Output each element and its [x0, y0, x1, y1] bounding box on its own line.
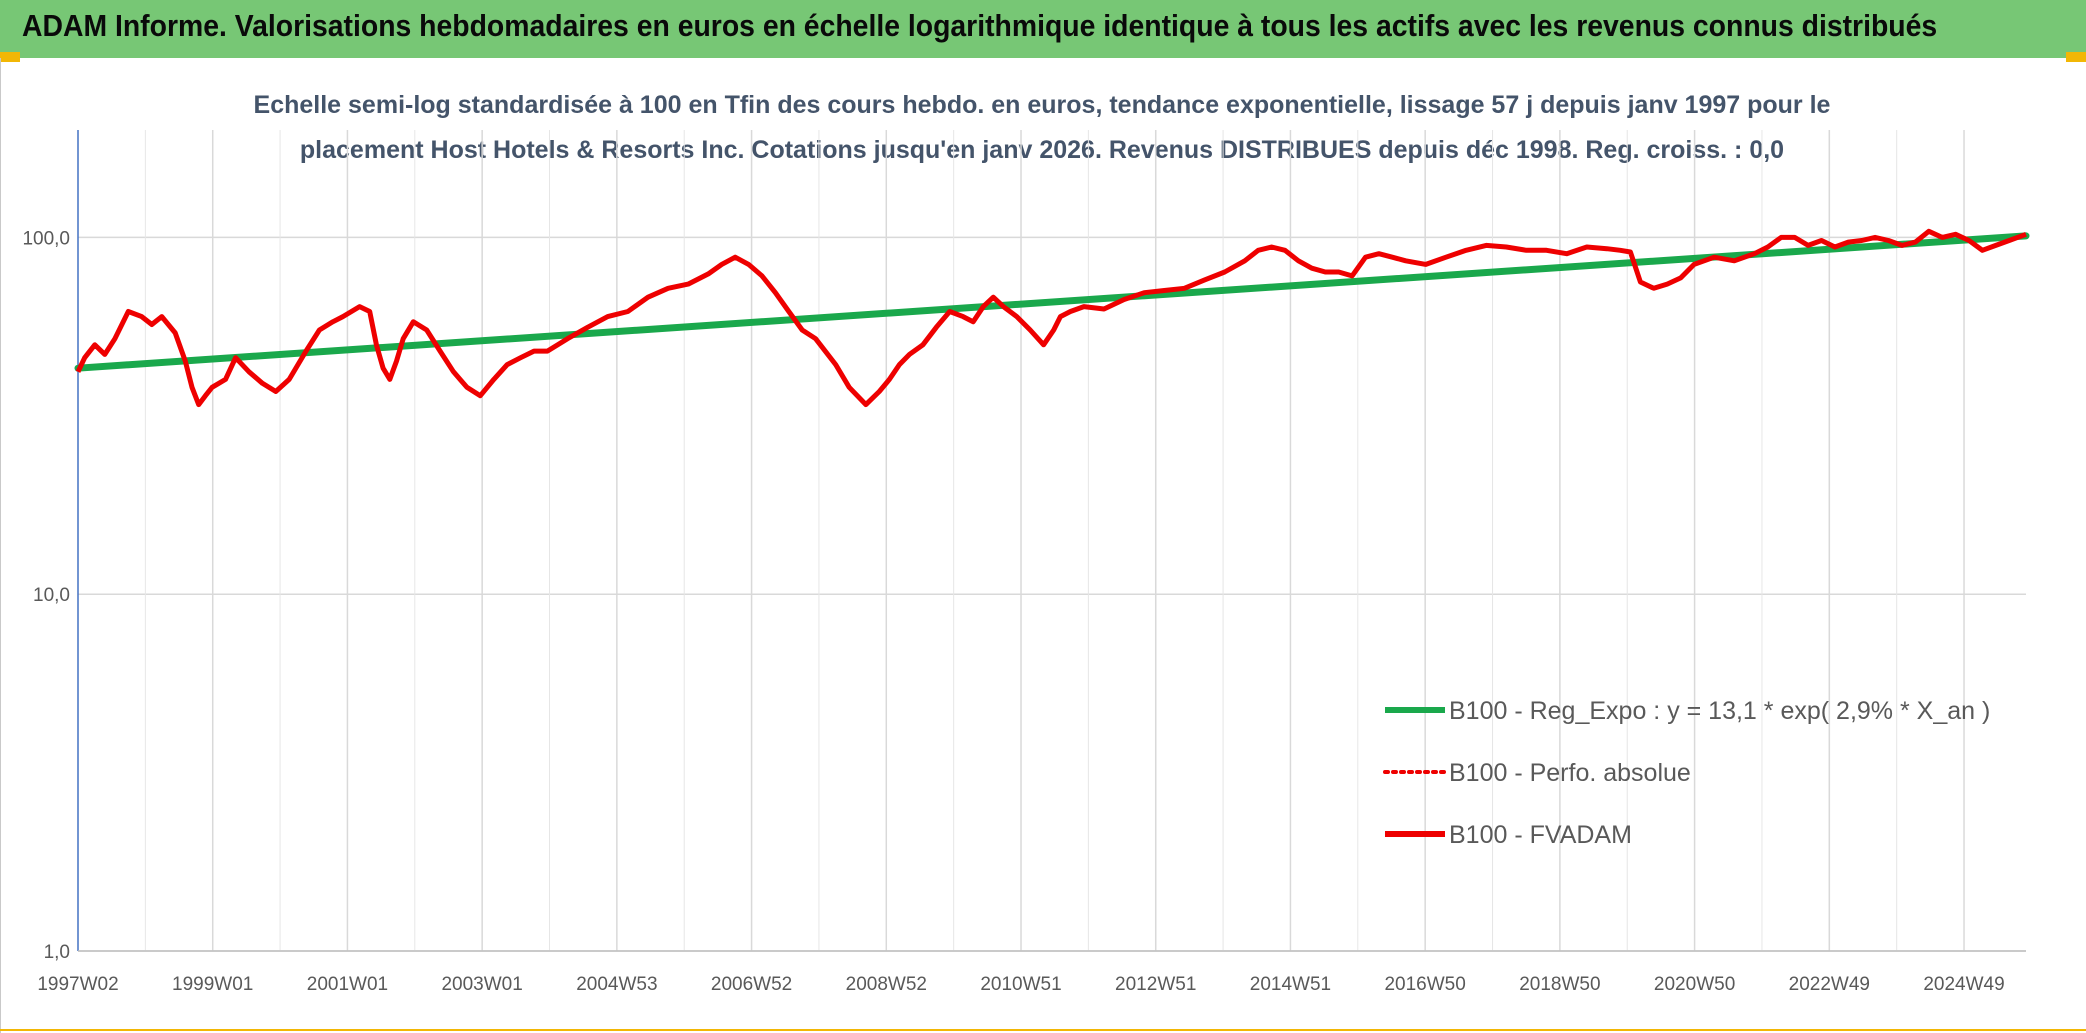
x-tick-label: 2014W51: [1250, 974, 1331, 995]
report-title: ADAM Informe. Valorisations hebdomadaire…: [22, 8, 1938, 43]
x-tick-label: 2010W51: [980, 974, 1061, 995]
bottom-rule: [0, 1029, 2086, 1031]
y-tick-label: 10,0: [33, 585, 70, 606]
series-reg-expo-line: [74, 232, 2030, 372]
corner-mark-left: [0, 52, 20, 62]
x-tick-label: 1997W02: [37, 974, 118, 995]
x-tick-label: 2008W52: [846, 974, 927, 995]
x-tick-label: 2001W01: [307, 974, 388, 995]
report-banner: ADAM Informe. Valorisations hebdomadaire…: [0, 0, 2086, 58]
grid: [78, 130, 2026, 952]
x-tick-label: 2012W51: [1115, 974, 1196, 995]
x-tick-label: 2018W50: [1519, 974, 1600, 995]
x-tick-label: 2016W50: [1384, 974, 1465, 995]
legend: B100 - Reg_Expo : y = 13,1 * exp( 2,9% *…: [1383, 697, 1990, 849]
legend-label: B100 - Perfo. absolue: [1449, 759, 1691, 787]
series-lines: [74, 228, 2030, 408]
x-tick-label: 2004W53: [576, 974, 657, 995]
axes: 1,0 10,0 100,0 1997W02 1999W01 2001W01 2003W01…: [22, 130, 2026, 995]
x-tick-label: 2020W50: [1654, 974, 1735, 995]
x-tick-label: 1999W01: [172, 974, 253, 995]
corner-mark-right: [2066, 52, 2086, 62]
legend-label: B100 - FVADAM: [1449, 821, 1632, 849]
y-tick-label: 100,0: [22, 228, 70, 249]
chart-frame: [0, 58, 2086, 1033]
x-tick-label: 2022W49: [1789, 974, 1870, 995]
chart-subtitle-line-1: Echelle semi-log standardisée à 100 en T…: [254, 91, 1831, 119]
chart-subtitle-line-2: placement Host Hotels & Resorts Inc. Cot…: [300, 136, 1784, 164]
legend-label: B100 - Reg_Expo : y = 13,1 * exp( 2,9% *…: [1449, 697, 1990, 725]
x-tick-label: 2006W52: [711, 974, 792, 995]
series-fvadam-line: [75, 228, 2027, 408]
x-tick-label: 2024W49: [1923, 974, 2004, 995]
x-tick-label: 2003W01: [441, 974, 522, 995]
y-tick-label: 1,0: [44, 942, 70, 963]
